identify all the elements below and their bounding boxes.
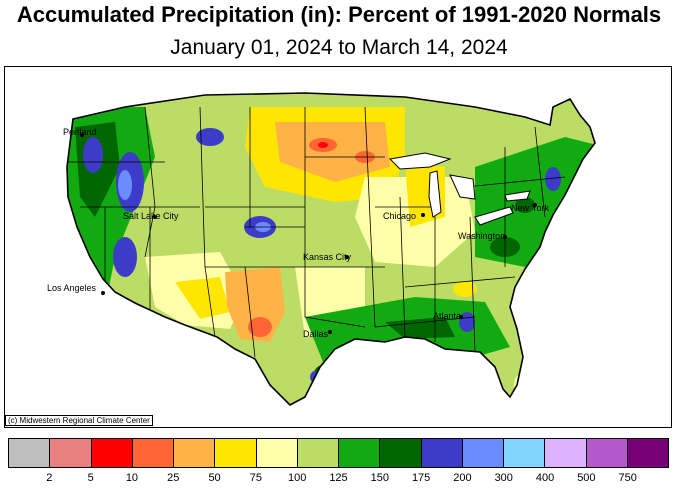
city-label-washington: Washington (458, 231, 505, 241)
city-label-salt-lake-city: Salt Lake City (123, 211, 179, 221)
city-label-portland: Portland (63, 127, 97, 137)
legend-swatch-5 (215, 439, 257, 467)
legend-swatch-1 (50, 439, 92, 467)
city-marker-kansas-city: Kansas City (303, 252, 352, 262)
legend-swatch-11 (462, 439, 504, 467)
legend-swatch-14 (586, 439, 628, 467)
legend-swatch-0 (9, 439, 51, 467)
color-legend (8, 438, 669, 468)
legend-tick-label: 200 (453, 472, 472, 484)
legend-swatch-6 (256, 439, 298, 467)
city-marker-los-angeles: Los Angeles (47, 283, 105, 295)
legend-swatch-13 (545, 439, 587, 467)
legend-tick-label: 300 (494, 472, 513, 484)
legend-tick-label: 400 (535, 472, 555, 484)
legend-tick-label: 175 (411, 472, 431, 484)
legend-tick-label: 50 (208, 472, 221, 484)
precipitation-map: Portland Salt Lake City Los Angeles Kans… (47, 92, 596, 406)
legend-swatch-4 (174, 439, 216, 467)
legend-swatch-10 (421, 439, 463, 467)
great-lakes (388, 152, 531, 226)
legend-swatch-9 (380, 439, 422, 467)
legend-tick-label: 500 (577, 472, 596, 484)
legend-tick-label: 75 (249, 472, 262, 484)
legend-tick-label: 5 (87, 472, 94, 484)
city-label-atlanta: Atlanta (433, 311, 461, 321)
city-marker-atlanta: Atlanta (433, 311, 463, 321)
legend-tick-label: 125 (329, 472, 348, 484)
legend-tick-label: 2 (46, 472, 53, 484)
map-frame: Portland Salt Lake City Los Angeles Kans… (4, 66, 672, 428)
legend-swatch-3 (132, 439, 174, 467)
map-subtitle: January 01, 2024 to March 14, 2024 (170, 36, 508, 59)
city-label-dallas: Dallas (303, 329, 329, 339)
legend-tick-label: 25 (167, 472, 180, 484)
legend-swatch-7 (297, 439, 339, 467)
city-marker-salt-lake-city: Salt Lake City (123, 211, 179, 221)
city-label-chicago: Chicago (383, 211, 416, 221)
city-marker-washington: Washington (458, 231, 507, 241)
legend-swatch-8 (339, 439, 381, 467)
city-marker-portland: Portland (63, 127, 97, 137)
city-label-kansas-city: Kansas City (303, 252, 352, 262)
city-marker-new-york: New York (511, 203, 550, 213)
legend-tick-labels: 2 5 10 25 50 75 100 125 150 175 200 300 400 500 750 (8, 472, 669, 488)
legend-tick-label: 10 (125, 472, 139, 484)
state-borders (67, 106, 566, 358)
credit-label: (c) Midwestern Regional Climate Center (5, 415, 153, 426)
legend-tick-label: 100 (288, 472, 307, 484)
legend-swatch-2 (91, 439, 133, 467)
city-label-los-angeles: Los Angeles (47, 283, 97, 293)
legend-tick-label: 150 (370, 472, 389, 484)
city-marker-dallas: Dallas (303, 329, 332, 339)
map-title: Accumulated Precipitation (in): Percent … (16, 2, 662, 27)
city-label-new-york: New York (511, 203, 550, 213)
legend-swatch-15 (627, 439, 668, 467)
legend-swatch-12 (504, 439, 546, 467)
city-marker-chicago: Chicago (383, 211, 425, 221)
legend-tick-label: 750 (618, 472, 637, 484)
